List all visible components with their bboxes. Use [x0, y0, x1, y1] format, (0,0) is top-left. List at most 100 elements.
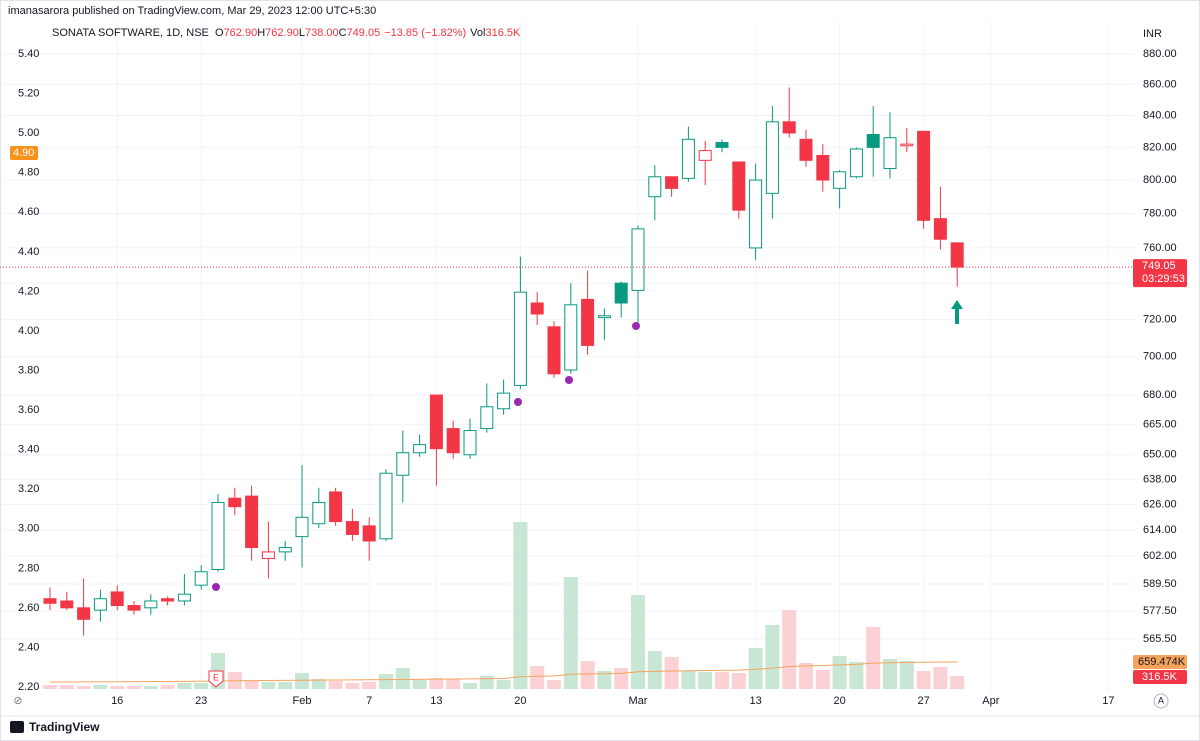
- signal-dot: [212, 583, 220, 591]
- candle-body: [900, 143, 914, 147]
- legend-value: 762.90: [265, 27, 299, 39]
- legend-key: L: [298, 27, 305, 39]
- x-tick-label: 16: [111, 695, 123, 707]
- legend-value: 749.05: [346, 27, 381, 39]
- arrow-up: [951, 300, 963, 324]
- left-badge-label: 4.90: [13, 147, 34, 159]
- price-badge-label: 749.05: [1142, 260, 1176, 272]
- left-tick-label: 5.00: [18, 127, 39, 139]
- left-tick-label: 4.20: [18, 285, 39, 297]
- candle-body: [564, 304, 578, 371]
- candle-body: [849, 148, 863, 178]
- y-tick-label: 840.00: [1143, 109, 1177, 121]
- legend-value: 316.5K: [485, 27, 521, 39]
- volume-bar: [43, 684, 57, 689]
- candle-body: [614, 282, 628, 304]
- candle-body: [245, 495, 259, 549]
- candle-body: [60, 600, 74, 609]
- volume-bar: [429, 678, 444, 689]
- candle-body: [312, 501, 326, 525]
- volume-bar: [799, 663, 813, 689]
- volume-bar: [127, 686, 141, 689]
- volume-bar: [412, 679, 427, 689]
- volume-ma-line: [49, 661, 958, 683]
- candle-body: [480, 406, 494, 430]
- volume-badge: [1133, 669, 1187, 684]
- volume-badge-label: 316.5K: [1142, 671, 1178, 683]
- candle-body: [295, 516, 309, 538]
- symbol-title: SONATA SOFTWARE, 1D, NSE: [52, 27, 209, 39]
- zoom-icon[interactable]: ⊘: [13, 695, 22, 707]
- x-tick-label: Apr: [982, 695, 999, 707]
- candle-body: [127, 605, 141, 611]
- left-tick-label: 2.20: [18, 681, 39, 693]
- axis-button[interactable]: [1153, 693, 1169, 709]
- volume-bar: [59, 684, 74, 689]
- candle-body: [715, 142, 729, 148]
- x-tick-label: Mar: [629, 695, 648, 707]
- volume-bar: [479, 676, 494, 689]
- volume-bar: [731, 673, 746, 689]
- volume-bar: [782, 609, 797, 689]
- left-tick-label: 2.60: [18, 602, 39, 614]
- left-tick-label: 4.80: [18, 167, 39, 179]
- y-tick-label: 760.00: [1143, 242, 1177, 254]
- candle-body: [379, 472, 393, 540]
- volume-bar: [463, 683, 477, 689]
- x-tick-label: Feb: [293, 695, 312, 707]
- candle-body: [950, 242, 964, 268]
- volume-bar: [311, 679, 326, 689]
- candle-body: [782, 121, 796, 134]
- left-tick-label: 5.40: [18, 48, 39, 60]
- x-tick-label: 13: [749, 695, 761, 707]
- left-tick-label: 3.00: [18, 523, 39, 535]
- left-tick-label: 2.80: [18, 562, 39, 574]
- candle-body: [413, 444, 427, 454]
- volume-bar: [631, 595, 645, 689]
- y-tick-label: 589.50: [1143, 578, 1177, 590]
- candle-body: [749, 179, 763, 249]
- price-badge: [1133, 259, 1187, 288]
- volume-bar: [362, 681, 377, 689]
- legend-key: H: [257, 27, 266, 39]
- countdown: 03:29:53: [1142, 273, 1185, 285]
- volume-bar: [715, 671, 729, 689]
- volume-bar: [933, 666, 948, 689]
- volume-bar: [698, 671, 713, 689]
- candle-body: [261, 551, 275, 559]
- volume-bar: [530, 666, 545, 689]
- candle-body: [194, 571, 208, 586]
- legend-change: −13.85 (−1.82%): [384, 27, 467, 39]
- candle-body: [77, 607, 91, 620]
- legend-key: O: [215, 27, 224, 39]
- y-tick-label: 720.00: [1143, 313, 1177, 325]
- y-tick-label: 820.00: [1143, 141, 1177, 153]
- candle-body: [345, 521, 359, 535]
- axis-button-label: A: [1158, 695, 1164, 705]
- candle-body: [463, 430, 477, 456]
- volume-bar: [194, 683, 209, 689]
- candle-body: [597, 315, 611, 319]
- earnings-label: E: [213, 672, 219, 682]
- left-tick-label: 3.20: [18, 483, 39, 495]
- volume-bar: [345, 683, 360, 689]
- volume-bar: [597, 671, 612, 689]
- volume-bar: [143, 686, 158, 689]
- currency: INR: [1143, 28, 1162, 40]
- candle-body: [329, 491, 343, 523]
- candle-body: [228, 497, 242, 508]
- candle-body: [631, 228, 645, 291]
- volume-bar: [278, 681, 293, 689]
- left-tick-label: 4.40: [18, 246, 39, 258]
- volume-bar: [244, 681, 259, 689]
- left-tick-label: 2.40: [18, 641, 39, 653]
- volume-bar: [765, 624, 780, 689]
- y-tick-label: 700.00: [1143, 351, 1177, 363]
- volume-bar: [76, 686, 91, 689]
- legend: SONATA SOFTWARE, 1D, NSE O762.90H762.90L…: [52, 27, 520, 39]
- y-tick-label: 577.50: [1143, 605, 1177, 617]
- candle-body: [799, 138, 813, 161]
- candle-body: [513, 291, 527, 386]
- earnings-marker[interactable]: [208, 670, 224, 688]
